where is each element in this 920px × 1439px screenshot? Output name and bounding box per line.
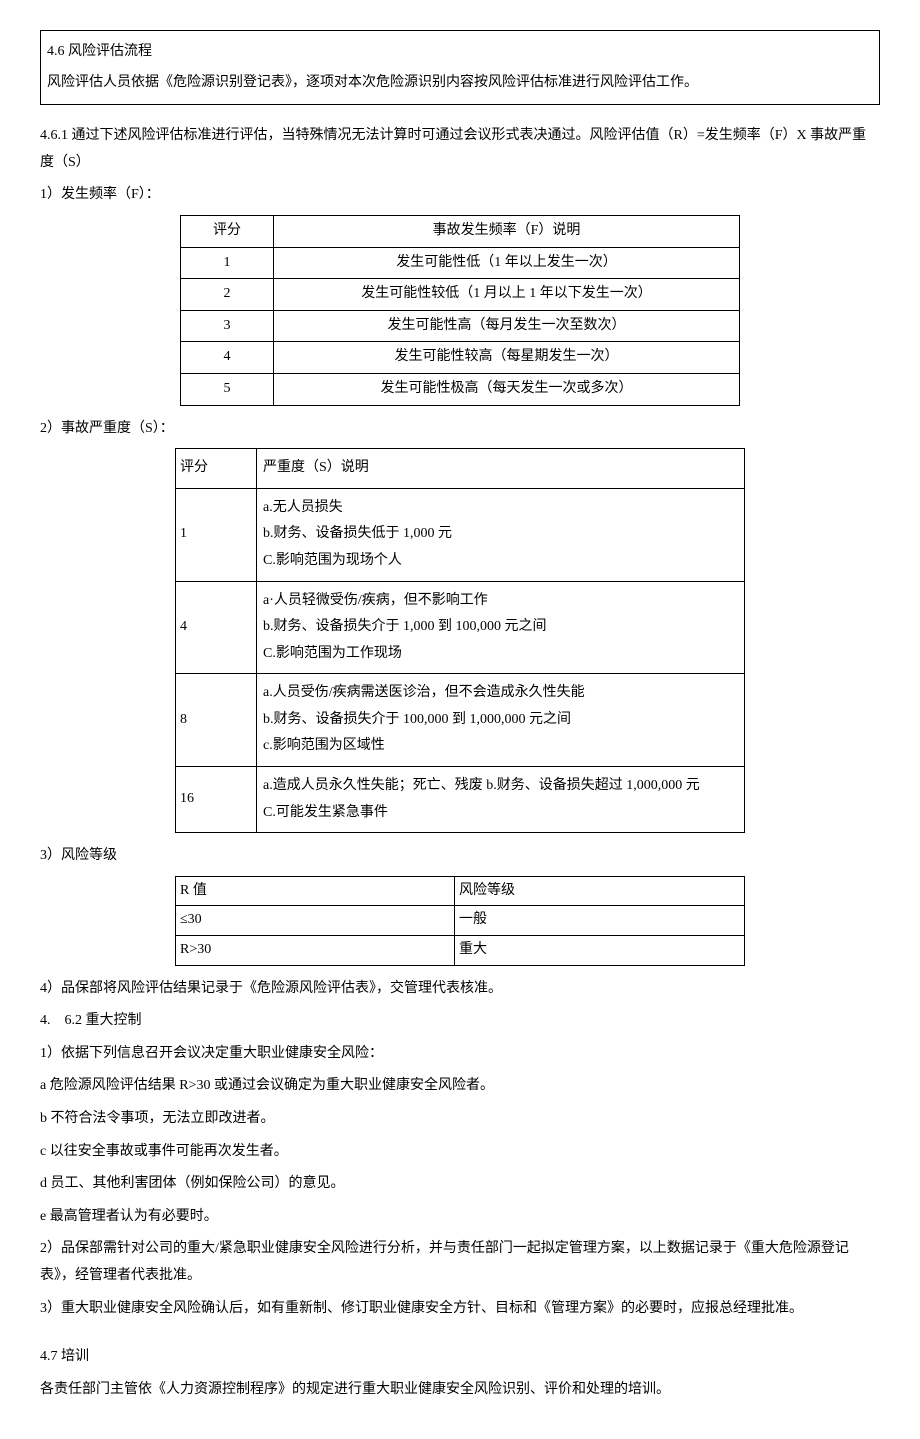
sev-desc: a.造成人员永久性失能；死亡、残废 b.财务、设备损失超过 1,000,000 … xyxy=(257,767,745,833)
risk-th-r: R 值 xyxy=(176,876,455,906)
para-4: 4）品保部将风险评估结果记录于《危险源风险评估表》，交管理代表核准。 xyxy=(40,976,880,1003)
sev-line-c: C.影响范围为工作现场 xyxy=(263,646,402,661)
sec462-p1: 1）依据下列信息召开会议决定重大职业健康安全风险： xyxy=(40,1041,880,1068)
freq-score: 4 xyxy=(181,342,274,374)
sec462-p3: 3）重大职业健康安全风险确认后，如有重新制、修订职业健康安全方针、目标和《管理方… xyxy=(40,1296,880,1323)
sev-score: 4 xyxy=(176,581,257,674)
sev-line-c: C.影响范围为现场个人 xyxy=(263,553,402,568)
table-row: 2 发生可能性较低（1 月以上 1 年以下发生一次） xyxy=(181,279,740,311)
table-row: 16 a.造成人员永久性失能；死亡、残废 b.财务、设备损失超过 1,000,0… xyxy=(176,767,745,833)
risk-level: 一般 xyxy=(455,906,745,936)
sec462-p2: 2）品保部需针对公司的重大/紧急职业健康安全风险进行分析，并与责任部门一起拟定管… xyxy=(40,1236,880,1289)
header-title: 4.6 风险评估流程 xyxy=(47,39,873,66)
table-row: 1 a.无人员损失 b.财务、设备损失低于 1,000 元 C.影响范围为现场个… xyxy=(176,488,745,581)
sev-desc: a.人员受伤/疾病需送医诊治，但不会造成永久性失能 b.财务、设备损失介于 10… xyxy=(257,674,745,767)
header-box: 4.6 风险评估流程 风险评估人员依据《危险源识别登记表》，逐项对本次危险源识别… xyxy=(40,30,880,105)
sec47-title: 4.7 培训 xyxy=(40,1344,880,1371)
risk-level: 重大 xyxy=(455,936,745,966)
sev-th-desc: 严重度（S）说明 xyxy=(257,449,745,489)
sec47-p1: 各责任部门主管依《人力资源控制程序》的规定进行重大职业健康安全风险识别、评价和处… xyxy=(40,1377,880,1404)
sev-table: 评分 严重度（S）说明 1 a.无人员损失 b.财务、设备损失低于 1,000 … xyxy=(175,448,745,833)
table-row: R 值 风险等级 xyxy=(176,876,745,906)
table-row: 4 发生可能性较高（每星期发生一次） xyxy=(181,342,740,374)
table-row: 5 发生可能性极高（每天发生一次或多次） xyxy=(181,373,740,405)
freq-table: 评分 事故发生频率（F）说明 1 发生可能性低（1 年以上发生一次） 2 发生可… xyxy=(180,215,740,406)
sev-desc: a·人员轻微受伤/疾病，但不影响工作 b.财务、设备损失介于 1,000 到 1… xyxy=(257,581,745,674)
sev-line-b: b.财务、设备损失低于 1,000 元 xyxy=(263,526,452,541)
sev-line-b: b.财务、设备损失介于 1,000 到 100,000 元之间 xyxy=(263,619,547,634)
freq-desc: 发生可能性高（每月发生一次至数次） xyxy=(274,310,740,342)
risk-table: R 值 风险等级 ≤30 一般 R>30 重大 xyxy=(175,876,745,966)
sec462-b: b 不符合法令事项，无法立即改进者。 xyxy=(40,1106,880,1133)
sev-line-a: a·人员轻微受伤/疾病，但不影响工作 xyxy=(263,593,488,608)
freq-label: 1）发生频率（F）： xyxy=(40,182,880,209)
freq-th-score: 评分 xyxy=(181,215,274,247)
freq-score: 2 xyxy=(181,279,274,311)
sec462-title: 4. 6.2 重大控制 xyxy=(40,1008,880,1035)
table-row: 评分 事故发生频率（F）说明 xyxy=(181,215,740,247)
freq-desc: 发生可能性低（1 年以上发生一次） xyxy=(274,247,740,279)
table-row: 1 发生可能性低（1 年以上发生一次） xyxy=(181,247,740,279)
sev-line-c: c.影响范围为区域性 xyxy=(263,738,385,753)
freq-desc: 发生可能性极高（每天发生一次或多次） xyxy=(274,373,740,405)
sec462-d: d 员工、其他利害团体（例如保险公司）的意见。 xyxy=(40,1171,880,1198)
sec462-a: a 危险源风险评估结果 R>30 或通过会议确定为重大职业健康安全风险者。 xyxy=(40,1073,880,1100)
freq-desc: 发生可能性较低（1 月以上 1 年以下发生一次） xyxy=(274,279,740,311)
sev-desc: a.无人员损失 b.财务、设备损失低于 1,000 元 C.影响范围为现场个人 xyxy=(257,488,745,581)
sev-score: 1 xyxy=(176,488,257,581)
risk-r: R>30 xyxy=(176,936,455,966)
freq-desc: 发生可能性较高（每星期发生一次） xyxy=(274,342,740,374)
risk-th-level: 风险等级 xyxy=(455,876,745,906)
table-row: 4 a·人员轻微受伤/疾病，但不影响工作 b.财务、设备损失介于 1,000 到… xyxy=(176,581,745,674)
table-row: 8 a.人员受伤/疾病需送医诊治，但不会造成永久性失能 b.财务、设备损失介于 … xyxy=(176,674,745,767)
para-461: 4.6.1 通过下述风险评估标准进行评估，当特殊情况无法计算时可通过会议形式表决… xyxy=(40,123,880,176)
risk-r: ≤30 xyxy=(176,906,455,936)
freq-score: 1 xyxy=(181,247,274,279)
sec462-c: c 以往安全事故或事件可能再次发生者。 xyxy=(40,1139,880,1166)
freq-score: 5 xyxy=(181,373,274,405)
sev-line-b: b.财务、设备损失介于 100,000 到 1,000,000 元之间 xyxy=(263,712,571,727)
header-desc: 风险评估人员依据《危险源识别登记表》，逐项对本次危险源识别内容按风险评估标准进行… xyxy=(47,70,873,97)
risk-label: 3）风险等级 xyxy=(40,843,880,870)
sev-score: 8 xyxy=(176,674,257,767)
table-row: R>30 重大 xyxy=(176,936,745,966)
sev-line-a: a.人员受伤/疾病需送医诊治，但不会造成永久性失能 xyxy=(263,685,585,700)
sev-label: 2）事故严重度（S）： xyxy=(40,416,880,443)
sev-score: 16 xyxy=(176,767,257,833)
table-row: 评分 严重度（S）说明 xyxy=(176,449,745,489)
table-row: 3 发生可能性高（每月发生一次至数次） xyxy=(181,310,740,342)
sec462-e: e 最高管理者认为有必要时。 xyxy=(40,1204,880,1231)
sev-line-b: C.可能发生紧急事件 xyxy=(263,805,388,820)
sev-th-score: 评分 xyxy=(176,449,257,489)
freq-score: 3 xyxy=(181,310,274,342)
sev-line-a: a.无人员损失 xyxy=(263,500,343,515)
sev-line-a: a.造成人员永久性失能；死亡、残废 b.财务、设备损失超过 1,000,000 … xyxy=(263,778,700,793)
freq-th-desc: 事故发生频率（F）说明 xyxy=(274,215,740,247)
table-row: ≤30 一般 xyxy=(176,906,745,936)
